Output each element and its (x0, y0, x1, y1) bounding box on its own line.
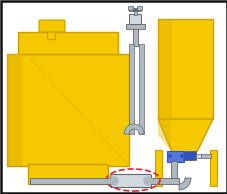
Circle shape (109, 177, 118, 185)
Polygon shape (7, 54, 22, 166)
FancyBboxPatch shape (138, 44, 143, 134)
FancyBboxPatch shape (129, 15, 141, 24)
FancyBboxPatch shape (136, 6, 141, 10)
FancyBboxPatch shape (183, 152, 196, 160)
FancyBboxPatch shape (127, 6, 132, 10)
FancyBboxPatch shape (157, 19, 212, 119)
FancyBboxPatch shape (28, 164, 108, 184)
Polygon shape (157, 119, 212, 152)
FancyBboxPatch shape (18, 32, 118, 54)
FancyBboxPatch shape (132, 24, 137, 46)
FancyBboxPatch shape (170, 161, 176, 178)
Polygon shape (157, 119, 171, 152)
FancyBboxPatch shape (110, 174, 151, 187)
FancyBboxPatch shape (7, 54, 128, 166)
FancyBboxPatch shape (209, 150, 216, 186)
Circle shape (180, 155, 183, 157)
FancyBboxPatch shape (133, 10, 136, 15)
FancyBboxPatch shape (30, 178, 111, 184)
FancyBboxPatch shape (128, 8, 140, 11)
FancyBboxPatch shape (195, 154, 200, 158)
FancyBboxPatch shape (39, 20, 65, 32)
FancyBboxPatch shape (167, 151, 184, 161)
FancyBboxPatch shape (47, 27, 55, 40)
Polygon shape (157, 19, 171, 119)
FancyBboxPatch shape (126, 24, 144, 29)
Circle shape (168, 155, 170, 157)
FancyBboxPatch shape (106, 178, 178, 184)
Polygon shape (178, 178, 190, 190)
Polygon shape (123, 124, 143, 134)
FancyBboxPatch shape (200, 154, 210, 158)
FancyBboxPatch shape (128, 44, 133, 134)
FancyBboxPatch shape (154, 150, 161, 186)
Circle shape (143, 177, 151, 185)
